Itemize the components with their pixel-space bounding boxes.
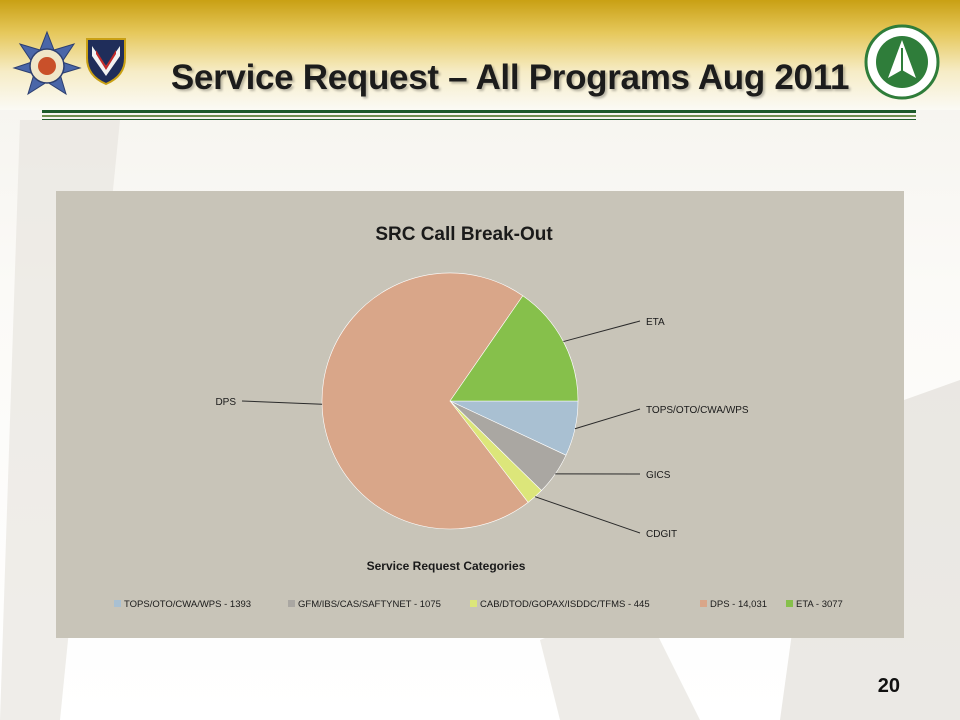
chart-panel: SRC Call Break-Out TOPS/OTO/CWA/WPS GICS C… [56, 191, 904, 638]
legend-swatch [786, 600, 793, 607]
pie-slice [321, 272, 529, 530]
legend-label: GFM/IBS/CAS/SAFTYNET - 1075 [298, 599, 441, 610]
legend-entry: DPS - 14,031 [700, 599, 767, 610]
header-band [0, 0, 960, 110]
title-rule [42, 115, 916, 117]
legend-label: DPS - 14,031 [710, 599, 767, 610]
slide-title: Service Request – All Programs Aug 2011 [170, 58, 850, 97]
legend-swatch [470, 600, 477, 607]
leader-line [534, 496, 641, 534]
data-label: DPS [215, 397, 236, 408]
legend-swatch [288, 600, 295, 607]
legend-label: ETA - 3077 [796, 599, 843, 610]
legend-entry: ETA - 3077 [786, 599, 843, 610]
legend-label: CAB/DTOD/GOPAX/ISDDC/TFMS - 445 [480, 599, 650, 610]
legend-entry: GFM/IBS/CAS/SAFTYNET - 1075 [288, 599, 441, 610]
green-emblem-icon [864, 24, 940, 100]
legend-swatch [700, 600, 707, 607]
legend-entry: CAB/DTOD/GOPAX/ISDDC/TFMS - 445 [470, 599, 650, 610]
data-label: ETA [646, 317, 665, 328]
title-rule [42, 119, 916, 120]
legend-swatch [114, 600, 121, 607]
page-number: 20 [877, 675, 900, 697]
data-label: CDGIT [646, 529, 677, 540]
shield-icon [86, 38, 126, 86]
leader-line [574, 408, 641, 430]
axis-title: Service Request Categories [367, 559, 526, 573]
data-label: TOPS/OTO/CWA/WPS [646, 405, 749, 416]
leader-line [563, 320, 641, 343]
data-label: GICS [646, 470, 671, 481]
title-rule [42, 110, 916, 113]
legend-label: TOPS/OTO/CWA/WPS - 1393 [124, 599, 251, 610]
leader-line [241, 400, 323, 405]
chart-title: SRC Call Break-Out [375, 224, 553, 245]
legend-entry: TOPS/OTO/CWA/WPS - 1393 [114, 599, 251, 610]
seal-icon [12, 30, 82, 96]
pie-chart: SRC Call Break-Out TOPS/OTO/CWA/WPS GICS C… [114, 224, 843, 610]
